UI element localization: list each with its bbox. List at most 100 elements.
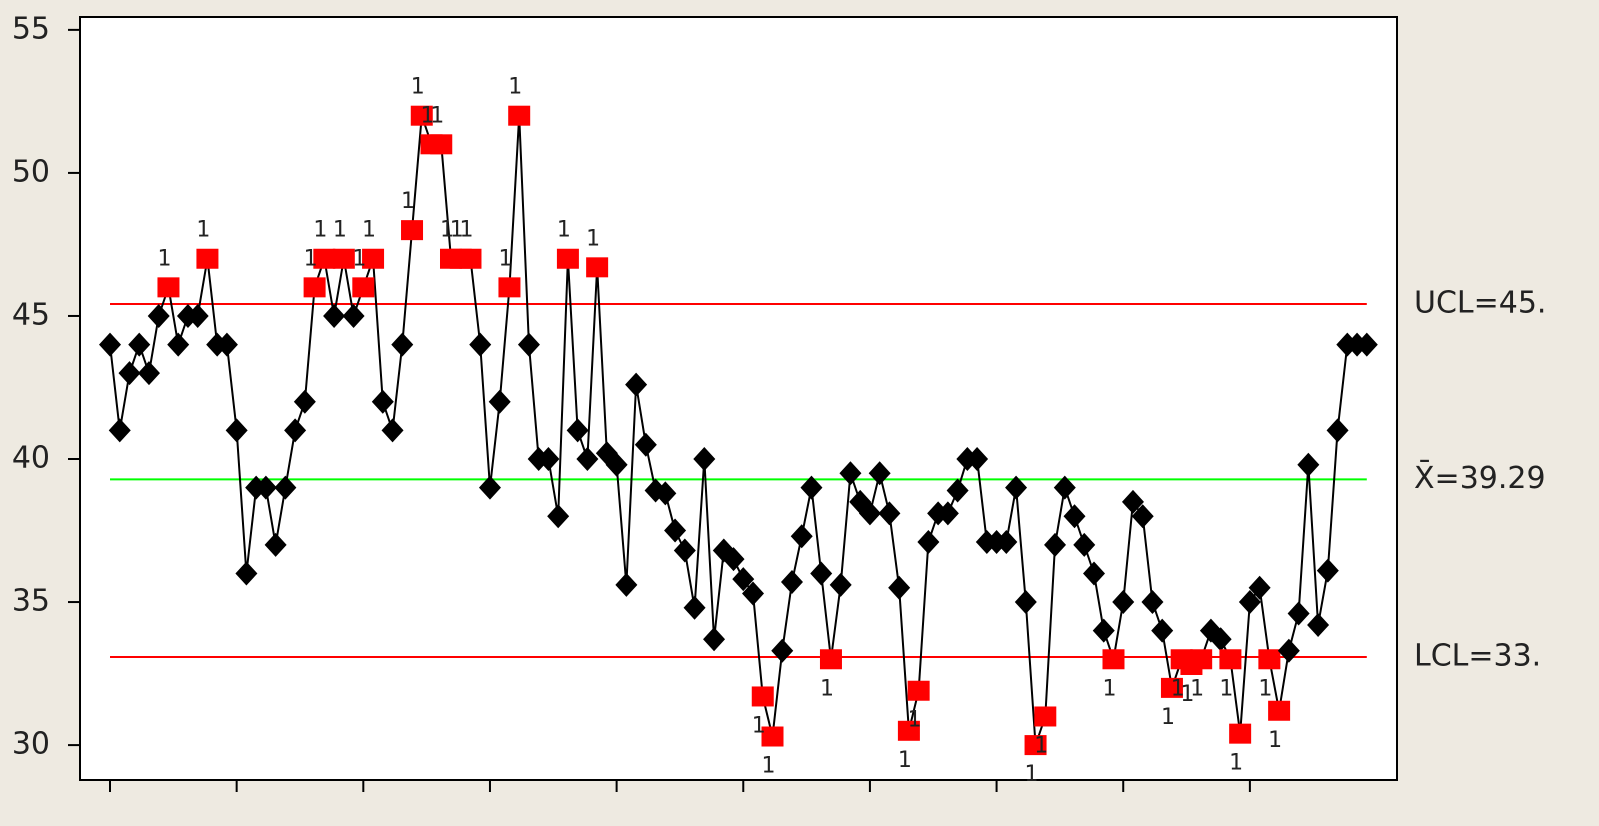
data-point	[625, 372, 648, 397]
data-point	[478, 475, 501, 500]
data-point	[547, 504, 570, 529]
flagged-point	[1102, 649, 1125, 670]
data-point	[673, 538, 696, 563]
data-point	[966, 447, 989, 472]
y-tick-label: 40	[12, 441, 50, 476]
data-point	[264, 532, 287, 557]
data-point	[537, 447, 560, 472]
data-point	[284, 418, 307, 443]
limit-label: UCL=45.	[1414, 285, 1546, 320]
data-point	[381, 418, 404, 443]
test-label: 1	[430, 103, 444, 128]
data-point	[1121, 489, 1144, 514]
data-point	[1248, 575, 1271, 600]
flagged-point	[157, 277, 180, 298]
data-point	[99, 332, 122, 357]
data-point	[1073, 532, 1096, 557]
data-point	[839, 461, 862, 486]
data-point	[1307, 612, 1330, 637]
data-point	[566, 418, 589, 443]
data-point	[683, 595, 706, 620]
y-tick-label: 45	[12, 297, 50, 332]
flagged-point	[1258, 649, 1281, 670]
data-point	[1277, 638, 1300, 663]
data-point	[1092, 618, 1115, 643]
flagged-point	[1034, 706, 1057, 727]
data-point	[167, 332, 190, 357]
data-point	[800, 475, 823, 500]
test-label: 1	[508, 75, 522, 100]
test-label: 1	[401, 189, 415, 214]
test-label: 1	[459, 218, 473, 243]
test-label: 1	[908, 708, 922, 733]
data-point	[858, 501, 881, 526]
data-point	[868, 461, 891, 486]
test-label: 1	[313, 218, 327, 243]
flagged-point	[313, 248, 336, 269]
data-point	[1297, 452, 1320, 477]
flagged-point	[362, 248, 385, 269]
data-point	[108, 418, 131, 443]
data-point	[810, 561, 833, 586]
flagged-point	[556, 248, 579, 269]
data-point	[235, 561, 258, 586]
data-point	[293, 389, 316, 414]
data-point	[654, 481, 677, 506]
data-point	[1112, 590, 1135, 615]
data-point	[780, 570, 803, 595]
data-point	[186, 303, 209, 328]
test-label: 1	[1034, 733, 1048, 758]
test-label: 1	[1161, 705, 1175, 730]
flagged-point	[907, 680, 930, 701]
flagged-point	[303, 277, 326, 298]
data-point	[1316, 558, 1339, 583]
data-point	[995, 529, 1018, 554]
data-point	[128, 332, 151, 357]
test-label: 1	[557, 218, 571, 243]
flagged-point	[459, 248, 482, 269]
data-point	[605, 452, 628, 477]
limit-label: LCL=33.	[1414, 638, 1541, 673]
data-point	[254, 475, 277, 500]
test-label: 1	[820, 676, 834, 701]
test-label: 1	[411, 75, 425, 100]
flagged-point	[819, 649, 842, 670]
data-point	[1238, 590, 1261, 615]
data-point	[771, 638, 794, 663]
data-point	[742, 581, 765, 606]
test-label: 1	[1268, 728, 1282, 753]
data-point	[1131, 504, 1154, 529]
test-label: 1	[586, 226, 600, 251]
test-label: 1	[1219, 676, 1233, 701]
data-point	[274, 475, 297, 500]
data-point	[829, 572, 852, 597]
data-point	[576, 447, 599, 472]
test-label: 1	[1190, 676, 1204, 701]
data-point	[888, 575, 911, 600]
data-point	[1044, 532, 1067, 557]
flagged-point	[498, 277, 521, 298]
data-point	[488, 389, 511, 414]
data-point	[137, 361, 160, 386]
data-point	[1326, 418, 1349, 443]
test-label: 1	[362, 218, 376, 243]
data-point	[391, 332, 414, 357]
y-tick-label: 35	[12, 584, 50, 619]
test-label: 1	[157, 246, 171, 271]
data-point	[1005, 475, 1028, 500]
data-point	[1209, 627, 1232, 652]
data-point	[1014, 590, 1037, 615]
flagged-point	[751, 686, 774, 707]
data-point	[342, 303, 365, 328]
y-tick-label: 30	[12, 727, 50, 762]
flagged-point	[897, 720, 920, 741]
limit-label: X̄=39.29	[1414, 459, 1546, 495]
data-point	[946, 478, 969, 503]
test-label: 1	[762, 754, 776, 779]
flagged-point	[508, 105, 531, 126]
data-point	[371, 389, 394, 414]
data-point	[469, 332, 492, 357]
flagged-point	[1024, 735, 1047, 756]
